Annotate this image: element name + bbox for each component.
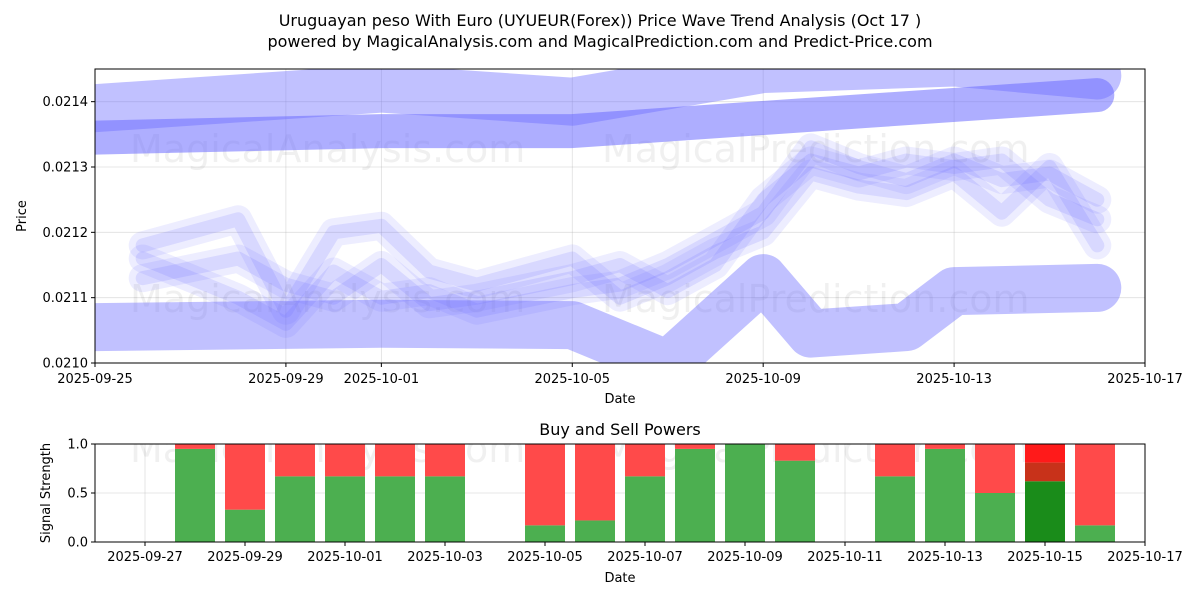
price-x-tick-label: 2025-10-17 (1107, 372, 1183, 387)
wave-line-wave-c (135, 153, 1105, 312)
sell-power-bar (875, 444, 915, 477)
buy-power-bar (925, 448, 965, 542)
wave-line-wave-c (128, 146, 1112, 319)
sell-power-bar (625, 444, 665, 477)
sell-power-bar (1025, 462, 1065, 482)
power-panel: Buy and Sell Powers MagicalAnalysis.com … (39, 420, 1183, 586)
buy-power-bar (325, 476, 365, 542)
sell-power-bar (1075, 444, 1115, 526)
chart-title: Uruguayan peso With Euro (UYUEUR(Forex))… (279, 11, 922, 30)
price-x-tick-label: 2025-10-05 (534, 372, 610, 387)
buy-power-bar (625, 476, 665, 542)
sell-power-bar (575, 444, 615, 521)
price-y-tick-label: 0.0210 (43, 357, 89, 372)
sell-power-bar (375, 444, 415, 477)
price-y-tick-label: 0.0214 (43, 95, 89, 110)
price-y-tick-label: 0.0212 (43, 226, 89, 241)
power-x-tick-label: 2025-10-13 (907, 550, 983, 565)
buy-power-bar (225, 509, 265, 542)
power-y-tick-label: 0.0 (67, 536, 88, 551)
buy-power-bar (275, 476, 315, 542)
wave-line-wave-a (135, 140, 1105, 331)
price-x-label: Date (604, 392, 635, 407)
buy-power-bar (525, 525, 565, 542)
buy-power-bar (725, 444, 765, 542)
price-plot-border (94, 68, 1146, 364)
power-x-tick-label: 2025-10-05 (507, 550, 583, 565)
power-plot-area (95, 444, 1145, 542)
power-x-tick-label: 2025-09-29 (207, 550, 283, 565)
buy-power-bar (575, 520, 615, 542)
power-y-tick-label: 0.5 (67, 487, 88, 502)
sell-power-bar (525, 444, 565, 526)
watermark-4: MagicalPrediction.com (602, 277, 1030, 321)
buy-power-bar (425, 476, 465, 542)
sell-power-bar (325, 444, 365, 477)
price-waves (95, 69, 1122, 363)
sell-power-bar (975, 444, 1015, 493)
buy-power-bar (675, 448, 715, 542)
buy-power-bar (1025, 481, 1065, 542)
power-x-tick-label: 2025-10-17 (1107, 550, 1183, 565)
power-x-tick-label: 2025-10-07 (607, 550, 683, 565)
wave-line-wave-b (135, 160, 1105, 318)
sell-power-bar (425, 444, 465, 477)
price-y-tick-label: 0.0213 (43, 161, 89, 176)
price-x-tick-label: 2025-09-29 (248, 372, 324, 387)
power-x-tick-label: 2025-10-03 (407, 550, 483, 565)
power-axes: 2025-09-27 2025-09-29 2025-10-01 2025-10-03… (67, 438, 1182, 566)
wave-line-lower-channel (95, 254, 1122, 363)
buy-power-bar (875, 476, 915, 542)
sell-power-bar (775, 444, 815, 461)
sell-power-bar (225, 444, 265, 510)
power-x-tick-label: 2025-09-27 (107, 550, 183, 565)
wave-line-mid-upper-trend (95, 78, 1115, 155)
price-x-tick-label: 2025-10-13 (916, 372, 992, 387)
wave-line-upper-band (95, 69, 1122, 133)
power-x-tick-label: 2025-10-11 (807, 550, 883, 565)
power-title: Buy and Sell Powers (539, 420, 701, 439)
buy-power-bar (375, 476, 415, 542)
wave-line-wave-a (128, 133, 1112, 338)
sell-power-bar (275, 444, 315, 477)
sell-power-bar (175, 444, 215, 449)
price-x-tick-label: 2025-09-25 (57, 372, 133, 387)
sell-power-bar (925, 444, 965, 449)
power-x-label: Date (604, 571, 635, 586)
buy-power-bar (1075, 525, 1115, 542)
sell-power-bar (675, 444, 715, 449)
wave-line-wave-b (128, 153, 1112, 325)
price-panel: MagicalAnalysis.com MagicalPrediction.co… (15, 68, 1183, 407)
watermark-3: MagicalAnalysis.com (130, 277, 525, 321)
price-x-tick-label: 2025-10-01 (344, 372, 420, 387)
price-y-label: Price (15, 200, 30, 232)
price-axes: 2025-09-25 2025-09-29 2025-10-01 2025-10-05… (43, 95, 1183, 387)
price-x-tick-label: 2025-10-09 (725, 372, 801, 387)
buy-power-bar (175, 448, 215, 542)
price-y-tick-label: 0.0211 (43, 291, 89, 306)
power-x-tick-label: 2025-10-01 (307, 550, 383, 565)
power-bars (175, 444, 1115, 542)
power-y-tick-label: 1.0 (67, 438, 88, 453)
power-y-label: Signal Strength (39, 443, 54, 543)
power-x-tick-label: 2025-10-15 (1007, 550, 1083, 565)
buy-power-bar (775, 460, 815, 542)
buy-power-bar (975, 493, 1015, 542)
chart-subtitle: powered by MagicalAnalysis.com and Magic… (267, 32, 932, 51)
sell-power-bar (1025, 444, 1065, 463)
power-x-tick-label: 2025-10-09 (707, 550, 783, 565)
